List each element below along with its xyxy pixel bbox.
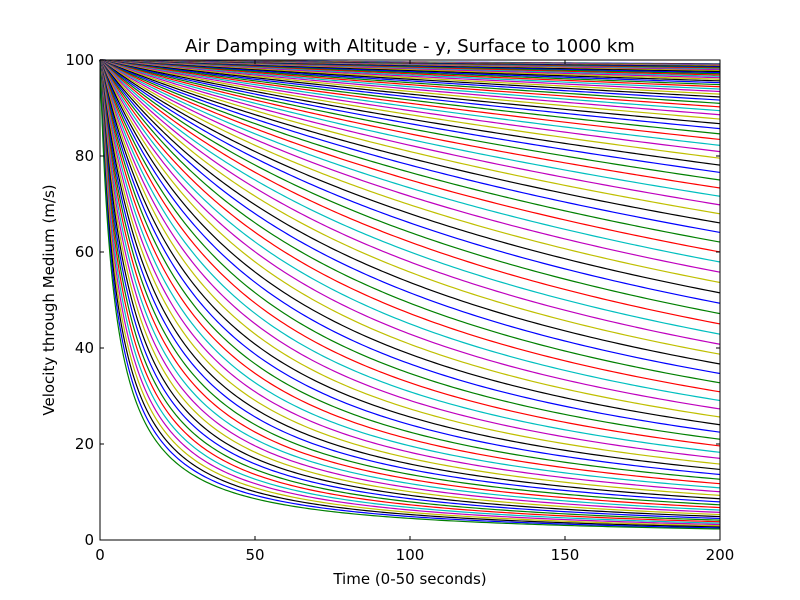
series-line bbox=[99, 59, 721, 365]
series-line bbox=[99, 59, 721, 234]
series-line bbox=[99, 59, 721, 521]
series-line bbox=[99, 59, 721, 253]
y-tick-label: 100 bbox=[65, 51, 94, 69]
series-line bbox=[99, 59, 721, 511]
series-line bbox=[99, 59, 721, 526]
x-tick-label: 150 bbox=[551, 546, 580, 564]
series-line bbox=[99, 59, 721, 273]
series-line bbox=[99, 59, 721, 509]
series-layer bbox=[99, 59, 721, 530]
series-line bbox=[99, 59, 721, 325]
x-axis-label: Time (0-50 seconds) bbox=[332, 570, 486, 588]
y-tick-label: 80 bbox=[75, 147, 94, 165]
series-line bbox=[99, 59, 721, 529]
series-line bbox=[99, 59, 721, 528]
series-line bbox=[99, 59, 721, 489]
series-line bbox=[99, 59, 721, 500]
series-line bbox=[99, 59, 721, 243]
series-line bbox=[99, 59, 721, 518]
series-line bbox=[99, 59, 721, 503]
series-line bbox=[99, 59, 721, 516]
x-axis: 0 50 100 150 200 bbox=[95, 60, 734, 564]
series-line bbox=[99, 59, 721, 453]
series-line bbox=[99, 59, 721, 384]
series-line bbox=[99, 59, 721, 459]
series-line bbox=[99, 59, 721, 393]
series-line bbox=[99, 59, 721, 335]
plot-frame bbox=[99, 59, 721, 541]
series-line bbox=[99, 59, 721, 471]
series-line bbox=[99, 59, 721, 402]
y-axis-label: Velocity through Medium (m/s) bbox=[40, 184, 58, 415]
series-line bbox=[99, 59, 721, 433]
series-line bbox=[99, 59, 721, 480]
series-line bbox=[99, 59, 721, 426]
series-line bbox=[99, 59, 721, 527]
series-line bbox=[99, 59, 721, 513]
series-line bbox=[99, 59, 721, 263]
chart-title: Air Damping with Altitude - y, Surface t… bbox=[185, 36, 635, 57]
series-line bbox=[99, 59, 721, 304]
x-tick-label: 0 bbox=[95, 546, 105, 564]
y-tick-label: 60 bbox=[75, 243, 94, 261]
series-line bbox=[99, 59, 721, 476]
series-line bbox=[99, 59, 721, 524]
series-line bbox=[99, 59, 721, 355]
series-line bbox=[99, 59, 721, 418]
series-line bbox=[99, 59, 721, 465]
series-line bbox=[99, 59, 721, 345]
series-line bbox=[99, 59, 721, 485]
series-line bbox=[99, 59, 721, 315]
series-line bbox=[99, 59, 721, 496]
y-tick-label: 0 bbox=[84, 531, 94, 549]
series-line bbox=[99, 59, 721, 440]
y-axis: 0 20 40 60 80 100 bbox=[65, 51, 720, 549]
series-line bbox=[99, 59, 721, 410]
x-tick-label: 50 bbox=[245, 546, 264, 564]
x-tick-label: 200 bbox=[706, 546, 735, 564]
series-line bbox=[99, 59, 721, 284]
series-line bbox=[99, 59, 721, 506]
series-line bbox=[99, 59, 721, 530]
x-tick-label: 100 bbox=[396, 546, 425, 564]
y-tick-label: 40 bbox=[75, 339, 94, 357]
series-line bbox=[99, 59, 721, 523]
series-line bbox=[99, 59, 721, 294]
series-line bbox=[99, 59, 721, 206]
y-tick-label: 20 bbox=[75, 435, 94, 453]
series-line bbox=[99, 59, 721, 493]
series-line bbox=[99, 59, 721, 520]
series-line bbox=[99, 59, 721, 447]
series-line bbox=[99, 59, 721, 375]
